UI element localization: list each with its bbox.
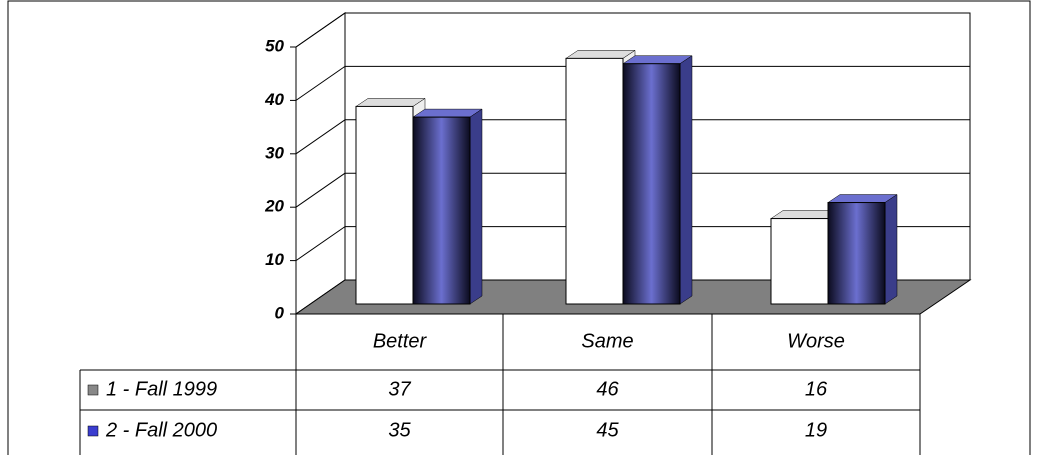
grid-line	[295, 119, 346, 155]
bar	[770, 218, 829, 305]
chart-border	[7, 0, 1031, 460]
bar-side	[884, 194, 898, 305]
bar	[412, 116, 471, 305]
legend-label: 1 - Fall 1999	[106, 378, 217, 400]
data-label: 35	[388, 419, 411, 441]
data-label: 16	[805, 378, 828, 400]
grid-line	[295, 226, 346, 262]
data-label: 45	[596, 419, 619, 441]
grid-line	[295, 172, 346, 208]
x-tick-label: Better	[373, 330, 428, 352]
legend-swatch	[87, 425, 99, 437]
bar-side	[469, 108, 483, 305]
bar-side	[679, 55, 693, 305]
bar	[565, 57, 624, 305]
left-wall	[295, 12, 346, 315]
grid-line	[295, 12, 346, 48]
legend-swatch	[87, 384, 99, 396]
bar	[622, 63, 681, 305]
y-tick-label: 20	[264, 197, 284, 216]
y-tick-label: 0	[275, 303, 285, 322]
bar	[355, 105, 414, 305]
data-label: 19	[805, 419, 827, 441]
data-label: 37	[388, 378, 411, 400]
data-label: 46	[596, 378, 619, 400]
x-tick-label: Same	[581, 330, 633, 352]
legend-label: 2 - Fall 2000	[105, 419, 217, 441]
y-tick-label: 30	[265, 143, 284, 162]
y-tick-label: 40	[264, 90, 284, 109]
bar	[827, 202, 886, 305]
x-tick-label: Worse	[787, 330, 845, 352]
y-tick-label: 50	[265, 36, 284, 55]
y-tick-label: 10	[265, 250, 284, 269]
grid-line	[295, 65, 346, 101]
